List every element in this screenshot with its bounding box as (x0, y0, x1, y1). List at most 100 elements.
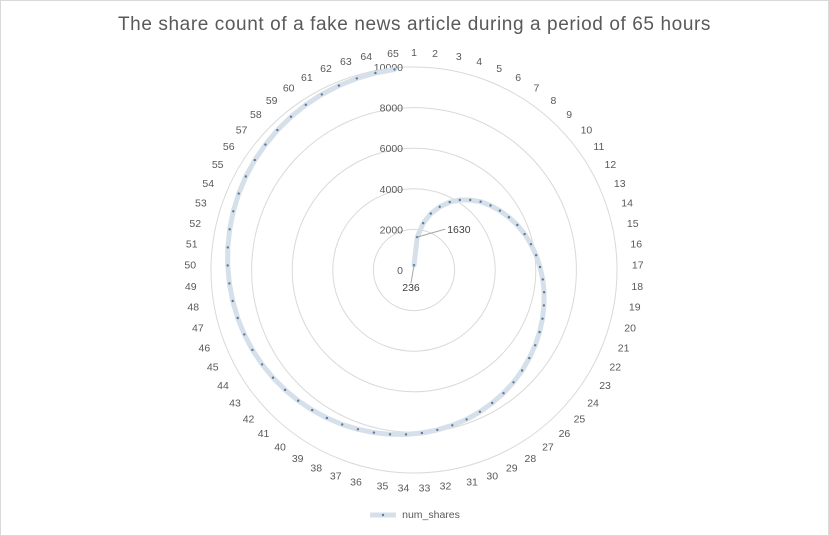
data-point-34 (404, 433, 408, 436)
category-label-60: 60 (283, 83, 295, 95)
data-point-60 (304, 103, 307, 107)
category-label-62: 62 (320, 63, 332, 75)
data-point-26 (512, 381, 515, 384)
data-point-52 (228, 228, 231, 231)
data-point-17 (538, 265, 542, 269)
data-point-22 (538, 330, 541, 334)
category-label-24: 24 (587, 397, 599, 409)
category-label-4: 4 (476, 56, 482, 68)
tick-label-2000: 2000 (380, 224, 404, 236)
category-label-51: 51 (186, 239, 198, 251)
data-point-12 (507, 216, 511, 219)
data-point-11 (498, 209, 502, 212)
data-point-19 (542, 291, 546, 294)
data-point-8 (469, 198, 472, 202)
category-label-21: 21 (618, 342, 630, 354)
data-point-5 (438, 205, 441, 208)
category-label-30: 30 (486, 471, 498, 483)
gridline-2000 (372, 228, 456, 312)
category-label-42: 42 (243, 414, 255, 426)
category-label-35: 35 (377, 481, 389, 493)
data-point-42 (283, 388, 287, 392)
gridline-8000 (251, 107, 577, 433)
category-label-41: 41 (258, 428, 270, 440)
data-point-45 (251, 348, 254, 352)
category-label-38: 38 (310, 463, 322, 475)
category-label-5: 5 (496, 63, 502, 75)
tick-label-4000: 4000 (380, 184, 404, 196)
category-label-3: 3 (456, 51, 462, 63)
category-label-7: 7 (534, 83, 540, 95)
category-label-59: 59 (266, 95, 278, 107)
category-label-1: 1 (411, 47, 417, 59)
data-point-24 (528, 356, 531, 360)
data-point-38 (341, 423, 344, 426)
category-label-14: 14 (621, 198, 633, 210)
category-label-9: 9 (566, 109, 572, 121)
data-point-55 (244, 175, 247, 178)
data-point-20 (542, 304, 546, 307)
data-point-43 (271, 376, 275, 379)
data-point-63 (355, 77, 358, 80)
category-label-32: 32 (440, 481, 452, 493)
category-label-18: 18 (631, 281, 643, 293)
category-label-33: 33 (419, 483, 431, 495)
category-label-46: 46 (199, 342, 211, 354)
data-point-41 (297, 399, 300, 402)
category-label-47: 47 (192, 322, 204, 334)
category-label-16: 16 (630, 239, 642, 251)
category-label-40: 40 (274, 441, 286, 453)
category-label-17: 17 (632, 260, 644, 272)
category-label-48: 48 (187, 302, 199, 314)
data-point-23 (534, 344, 537, 347)
data-point-65 (393, 68, 396, 71)
data-point-14 (523, 232, 526, 236)
data-point-30 (465, 418, 468, 421)
category-label-52: 52 (189, 218, 201, 230)
data-point-61 (320, 93, 323, 96)
category-labels: 1 2 3 4567891011121314151617181920212223242… (184, 47, 643, 495)
category-label-2: 2 (432, 48, 438, 60)
data-point-32 (436, 428, 439, 432)
category-label-31: 31 (466, 477, 478, 489)
data-point-44 (260, 363, 264, 366)
data-point-47 (236, 316, 239, 320)
tick-label-8000: 8000 (380, 103, 404, 115)
data-point-64 (374, 71, 377, 75)
category-label-53: 53 (195, 198, 207, 210)
category-label-8: 8 (551, 95, 557, 107)
category-label-11: 11 (593, 141, 604, 153)
category-label-65: 65 (387, 48, 399, 60)
category-label-58: 58 (250, 109, 262, 121)
data-point-50 (226, 264, 229, 267)
data-point-29 (478, 410, 482, 413)
category-label-12: 12 (605, 159, 617, 171)
category-label-10: 10 (581, 124, 593, 136)
data-label-2: 1630 (447, 224, 471, 236)
category-label-43: 43 (229, 397, 241, 409)
category-label-34: 34 (398, 483, 410, 495)
data-point-6 (448, 200, 451, 204)
gridline-10000 (210, 66, 618, 474)
data-point-56 (253, 158, 256, 162)
data-label-1: 236 (402, 282, 420, 294)
data-point-59 (289, 115, 293, 119)
data-point-51 (226, 246, 229, 249)
legend: num_shares (0, 508, 829, 522)
data-labels: 236 1630 (402, 224, 470, 294)
data-point-58 (276, 128, 279, 132)
data-point-37 (356, 428, 360, 431)
category-label-57: 57 (236, 124, 248, 136)
data-point-57 (264, 143, 267, 146)
data-point-48 (231, 299, 234, 303)
category-label-45: 45 (207, 362, 219, 374)
data-point-25 (520, 369, 524, 372)
data-point-39 (325, 416, 329, 420)
tick-label-0: 0 (397, 265, 403, 277)
data-point-54 (237, 192, 240, 195)
category-label-39: 39 (292, 453, 304, 465)
category-label-54: 54 (202, 178, 214, 190)
category-label-13: 13 (614, 178, 626, 190)
